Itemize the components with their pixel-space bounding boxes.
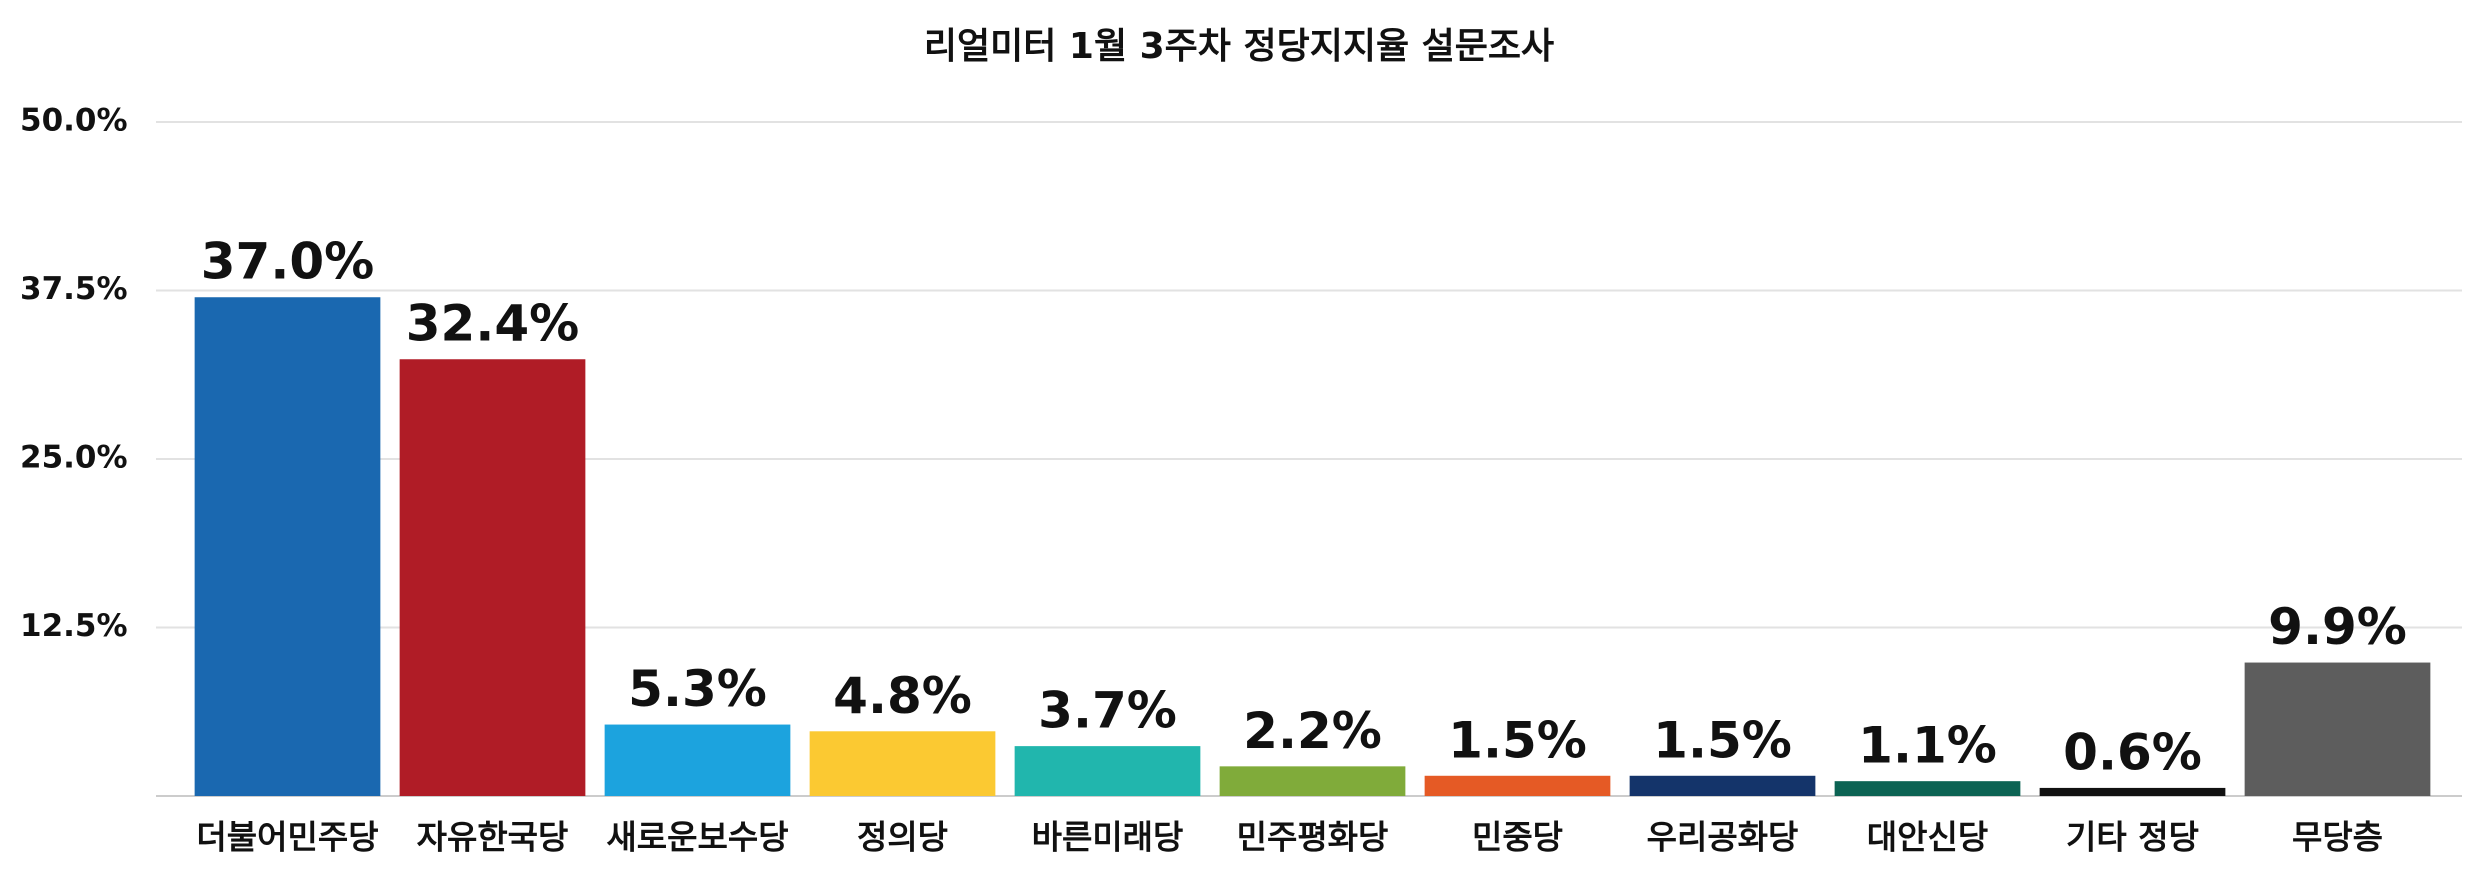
x-tick-label: 대안신당	[1867, 818, 1988, 857]
x-tick-label: 더불어민주당	[196, 818, 378, 857]
bar	[1424, 775, 1611, 796]
x-tick-label: 기타 정당	[2066, 818, 2199, 857]
x-tick-label: 민중당	[1472, 818, 1563, 857]
x-tick-label: 민주평화당	[1237, 818, 1389, 857]
bar	[1834, 781, 2021, 796]
x-tick-label: 정의당	[857, 818, 948, 857]
x-tick-label: 우리공화당	[1647, 818, 1799, 857]
value-label: 1.5%	[1653, 711, 1792, 769]
x-tick-label: 새로운보수당	[606, 818, 788, 857]
value-label: 2.2%	[1243, 702, 1382, 760]
x-tick-label: 바른미래당	[1032, 818, 1184, 857]
value-label: 3.7%	[1038, 682, 1177, 740]
value-label: 1.1%	[1858, 717, 1997, 775]
bar	[399, 359, 586, 796]
value-label: 5.3%	[628, 660, 767, 718]
value-label: 37.0%	[201, 233, 374, 291]
x-tick-label: 자유한국당	[417, 818, 569, 857]
chart-title: 리얼미터 1월 3주차 정당지지율 설문조사	[924, 26, 1554, 67]
value-label: 32.4%	[406, 295, 579, 353]
bar	[604, 724, 791, 796]
y-tick-label: 37.5%	[20, 271, 128, 307]
bar	[194, 297, 381, 796]
bar	[809, 731, 996, 796]
bar	[1014, 746, 1201, 796]
value-label: 9.9%	[2268, 598, 2407, 656]
bar	[1629, 775, 1816, 796]
value-label: 0.6%	[2063, 723, 2202, 781]
y-tick-label: 25.0%	[20, 440, 128, 476]
y-tick-label: 12.5%	[20, 608, 128, 644]
bar	[2039, 787, 2226, 796]
y-tick-label: 50.0%	[20, 103, 128, 139]
bar	[2244, 662, 2431, 796]
x-tick-label: 무당층	[2292, 818, 2383, 857]
value-label: 1.5%	[1448, 711, 1587, 769]
bar	[1219, 766, 1406, 796]
value-label: 4.8%	[833, 667, 972, 725]
